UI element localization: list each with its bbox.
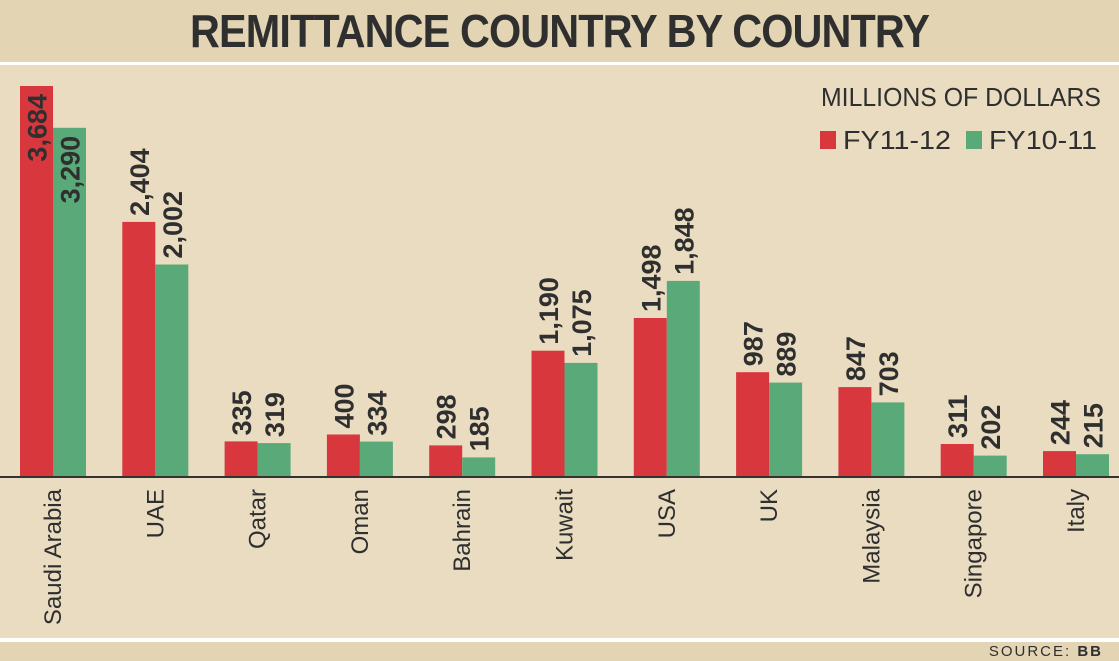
bar-uae-fy11-12: [122, 221, 156, 477]
bar-kuwait-fy11-12: [531, 350, 565, 477]
bar-oman-fy11-12: [326, 434, 360, 477]
legend-swatch-fy10-11: [966, 131, 982, 149]
legend-label-fy10-11: FY10-11: [989, 125, 1097, 155]
value-label-qatar-fy10-11: 319: [260, 392, 290, 437]
value-label-singapore-fy10-11: 202: [976, 405, 1006, 450]
bar-singapore-fy10-11: [973, 455, 1007, 477]
category-label-qatar: Qatar: [245, 489, 272, 549]
source-value: BB: [1077, 643, 1103, 660]
value-label-saudi-arabia-fy11-12: 3,684: [23, 94, 53, 162]
bottom-divider: [0, 638, 1119, 642]
value-label-usa-fy10-11: 1,848: [669, 207, 699, 275]
title-divider: [0, 62, 1119, 65]
bar-saudi-arabia-fy11-12: [20, 86, 53, 477]
value-label-uk-fy11-12: 987: [739, 321, 769, 366]
value-label-saudi-arabia-fy10-11: 3,290: [56, 136, 86, 204]
value-label-kuwait-fy11-12: 1,190: [534, 277, 564, 345]
value-label-oman-fy10-11: 334: [362, 391, 392, 436]
value-label-bahrain-fy11-12: 298: [432, 394, 462, 439]
value-label-uae-fy10-11: 2,002: [158, 191, 188, 259]
bar-kuwait-fy10-11: [564, 362, 598, 477]
bar-italy-fy10-11: [1076, 454, 1109, 477]
value-label-kuwait-fy10-11: 1,075: [567, 289, 597, 357]
value-label-uae-fy11-12: 2,404: [125, 148, 155, 216]
value-label-malaysia-fy11-12: 847: [841, 336, 871, 381]
bar-malaysia-fy11-12: [838, 387, 872, 477]
category-label-bahrain: Bahrain: [449, 489, 476, 572]
legend-label-fy11-12: FY11-12: [843, 125, 951, 155]
bar-oman-fy10-11: [359, 441, 393, 477]
bar-malaysia-fy10-11: [871, 402, 905, 477]
bar-saudi-arabia-fy10-11: [53, 127, 86, 478]
bar-usa-fy11-12: [633, 318, 667, 477]
bar-chart: MILLIONS OF DOLLARS FY11-12 FY10-11 3,68…: [0, 82, 1119, 625]
legend-swatch-fy11-12: [820, 131, 836, 149]
source-note: SOURCE: BB: [989, 643, 1103, 660]
category-label-uae: UAE: [142, 489, 169, 538]
category-label-singapore: Singapore: [961, 489, 988, 598]
bar-bahrain-fy11-12: [429, 445, 463, 477]
value-label-oman-fy11-12: 400: [329, 383, 359, 428]
title-bar: REMITTANCE COUNTRY BY COUNTRY: [0, 0, 1119, 62]
bar-singapore-fy11-12: [940, 444, 974, 477]
source-bar: SOURCE: BB: [0, 642, 1119, 661]
category-label-italy: Italy: [1063, 489, 1090, 533]
bar-uk-fy11-12: [736, 372, 770, 477]
value-label-singapore-fy11-12: 311: [943, 394, 973, 438]
category-label-usa: USA: [654, 489, 681, 538]
chart-title: REMITTANCE COUNTRY BY COUNTRY: [189, 5, 930, 57]
bar-uae-fy10-11: [155, 264, 189, 477]
category-label-kuwait: Kuwait: [552, 489, 579, 561]
bar-qatar-fy10-11: [257, 443, 291, 477]
bar-bahrain-fy10-11: [462, 457, 496, 477]
value-label-bahrain-fy10-11: 185: [465, 406, 495, 451]
source-prefix: SOURCE:: [988, 643, 1072, 660]
category-label-saudi-arabia: Saudi Arabia: [40, 488, 67, 625]
bar-qatar-fy11-12: [224, 441, 258, 477]
value-label-qatar-fy11-12: 335: [227, 390, 257, 435]
value-label-usa-fy11-12: 1,498: [636, 244, 666, 312]
bar-uk-fy10-11: [769, 382, 803, 477]
bar-italy-fy11-12: [1043, 451, 1076, 477]
value-label-italy-fy11-12: 244: [1046, 400, 1076, 445]
value-label-italy-fy10-11: 215: [1079, 403, 1109, 448]
unit-label: MILLIONS OF DOLLARS: [821, 82, 1101, 112]
value-label-malaysia-fy10-11: 703: [874, 351, 904, 396]
category-label-uk: UK: [756, 489, 783, 522]
bar-usa-fy10-11: [666, 280, 700, 477]
value-label-uk-fy10-11: 889: [772, 332, 802, 377]
category-label-oman: Oman: [347, 489, 374, 554]
category-label-malaysia: Malaysia: [858, 488, 885, 583]
